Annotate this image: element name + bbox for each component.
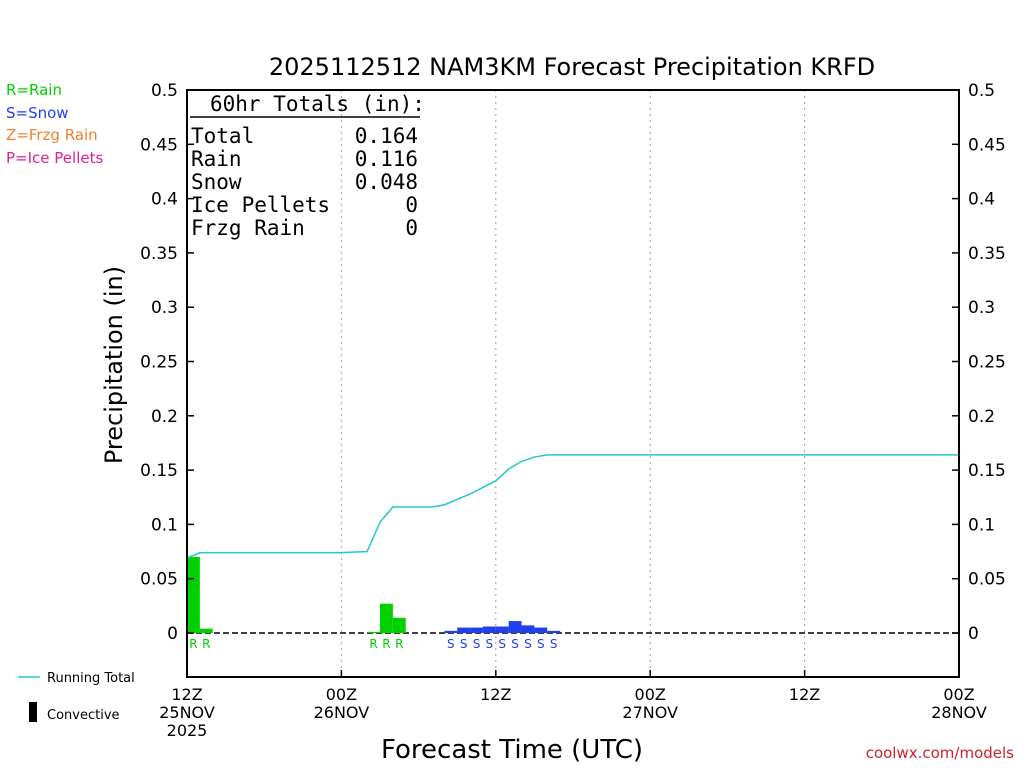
y-tick-label-right: 0.1: [968, 515, 995, 535]
x-tick-label: 12Z: [480, 685, 511, 704]
precip-type-label: S: [486, 637, 494, 651]
totals-label-ice-pellets: Ice Pellets: [191, 193, 330, 217]
totals-header: 60hr Totals (in):: [210, 92, 425, 116]
precip-type-label: S: [511, 637, 519, 651]
y-tick-label-left: 0.35: [140, 244, 178, 264]
x-tick-label: 12Z: [789, 685, 820, 704]
y-tick-label-left: 0: [167, 624, 178, 644]
totals-value-frzg-rain: 0: [405, 216, 418, 240]
y-tick-label-right: 0.25: [968, 353, 1006, 373]
y-tick-label-right: 0.3: [968, 298, 995, 318]
convective-legend-label: Convective: [47, 708, 120, 723]
y-tick-label-left: 0.05: [140, 570, 178, 590]
x-tick-label: 12Z: [171, 685, 202, 704]
precip-bar: [508, 621, 522, 633]
running-total-line: [186, 454, 959, 559]
precip-type-label: S: [537, 637, 545, 651]
y-tick-label-left: 0.3: [151, 298, 178, 318]
grid-lines: [187, 90, 959, 677]
precip-bar: [187, 556, 200, 633]
precip-bar: [482, 626, 496, 633]
precip-bar: [470, 627, 483, 633]
axis-ticks: 0.5 0.5 0.45 0.45 0.4 0.4 0.35 0.35 0.3 0.3 0.25 0.…: [140, 81, 1006, 740]
x-tick-label: 27NOV: [622, 703, 678, 722]
precip-type-label: S: [460, 637, 468, 651]
y-tick-label-left: 0.1: [151, 515, 178, 535]
y-tick-label-left: 0.25: [140, 353, 178, 373]
precip-type-label: R: [202, 637, 210, 651]
precip-type-label: S: [498, 637, 506, 651]
precip-type-label: S: [550, 637, 558, 651]
legend-snow: S=Snow: [6, 104, 69, 122]
totals-value-snow: 0.048: [355, 170, 418, 194]
precip-bar: [199, 628, 213, 633]
y-tick-label-right: 0.5: [968, 81, 995, 101]
precip-bar: [392, 617, 406, 633]
y-tick-label-right: 0.15: [968, 461, 1006, 481]
y-tick-label-left: 0.15: [140, 461, 178, 481]
y-tick-label-right: 0: [968, 624, 979, 644]
totals-value-rain: 0.116: [355, 147, 418, 171]
y-tick-label-left: 0.45: [140, 135, 178, 155]
plot-frame: [186, 89, 960, 678]
precip-type-label: S: [524, 637, 532, 651]
running-total-series: [186, 454, 959, 559]
y-tick-label-right: 0.2: [968, 407, 995, 427]
precip-bar: [444, 630, 458, 633]
running-total-legend-label: Running Total: [47, 671, 135, 686]
chart-title: 2025112512 NAM3KM Forecast Precipitation…: [269, 53, 875, 81]
x-tick-label: 25NOV: [159, 703, 215, 722]
x-tick-label: 00Z: [635, 685, 666, 704]
x-tick-label: 28NOV: [931, 703, 987, 722]
precip-type-label: R: [369, 637, 377, 651]
totals-value-total: 0.164: [355, 124, 418, 148]
precip-type-label: R: [189, 637, 197, 651]
precip-bar: [534, 627, 548, 633]
legend-frzg-rain: Z=Frzg Rain: [6, 126, 98, 144]
legend-ice-pellets: P=Ice Pellets: [6, 149, 104, 167]
precip-type-label: R: [382, 637, 390, 651]
precip-type-label: S: [473, 637, 481, 651]
x-tick-label: 00Z: [326, 685, 357, 704]
y-axis-label: Precipitation (in): [100, 266, 128, 464]
convective-legend-swatch: [29, 702, 37, 722]
y-tick-label-left: 0.4: [151, 190, 178, 210]
precip-type-label: S: [447, 637, 455, 651]
precip-bar: [521, 625, 535, 633]
precip-bar: [457, 627, 471, 633]
y-tick-label-left: 0.2: [151, 407, 178, 427]
precip-bar: [547, 630, 561, 633]
y-tick-label-right: 0.05: [968, 570, 1006, 590]
y-tick-label-right: 0.4: [968, 190, 995, 210]
totals-label-frzg-rain: Frzg Rain: [191, 216, 305, 240]
source-credit: coolwx.com/models: [865, 744, 1014, 762]
totals-label-snow: Snow: [191, 170, 242, 194]
x-axis-label: Forecast Time (UTC): [381, 735, 643, 765]
precip-type-label: R: [395, 637, 403, 651]
legend-rain: R=Rain: [6, 81, 62, 99]
x-tick-label: 26NOV: [314, 703, 370, 722]
totals-label-rain: Rain: [191, 147, 242, 171]
totals-label-total: Total: [191, 124, 254, 148]
precip-bar: [380, 603, 393, 633]
y-tick-label-right: 0.45: [968, 135, 1006, 155]
precip-bar: [495, 626, 509, 633]
x-tick-label: 2025: [167, 721, 208, 740]
y-tick-label-right: 0.35: [968, 244, 1006, 264]
totals-box: 60hr Totals (in): Total 0.164 Rain 0.116…: [190, 92, 425, 240]
totals-value-ice-pellets: 0: [405, 193, 418, 217]
y-tick-label-left: 0.5: [151, 81, 178, 101]
x-tick-label: 00Z: [943, 685, 974, 704]
precip-bar: [367, 631, 380, 633]
